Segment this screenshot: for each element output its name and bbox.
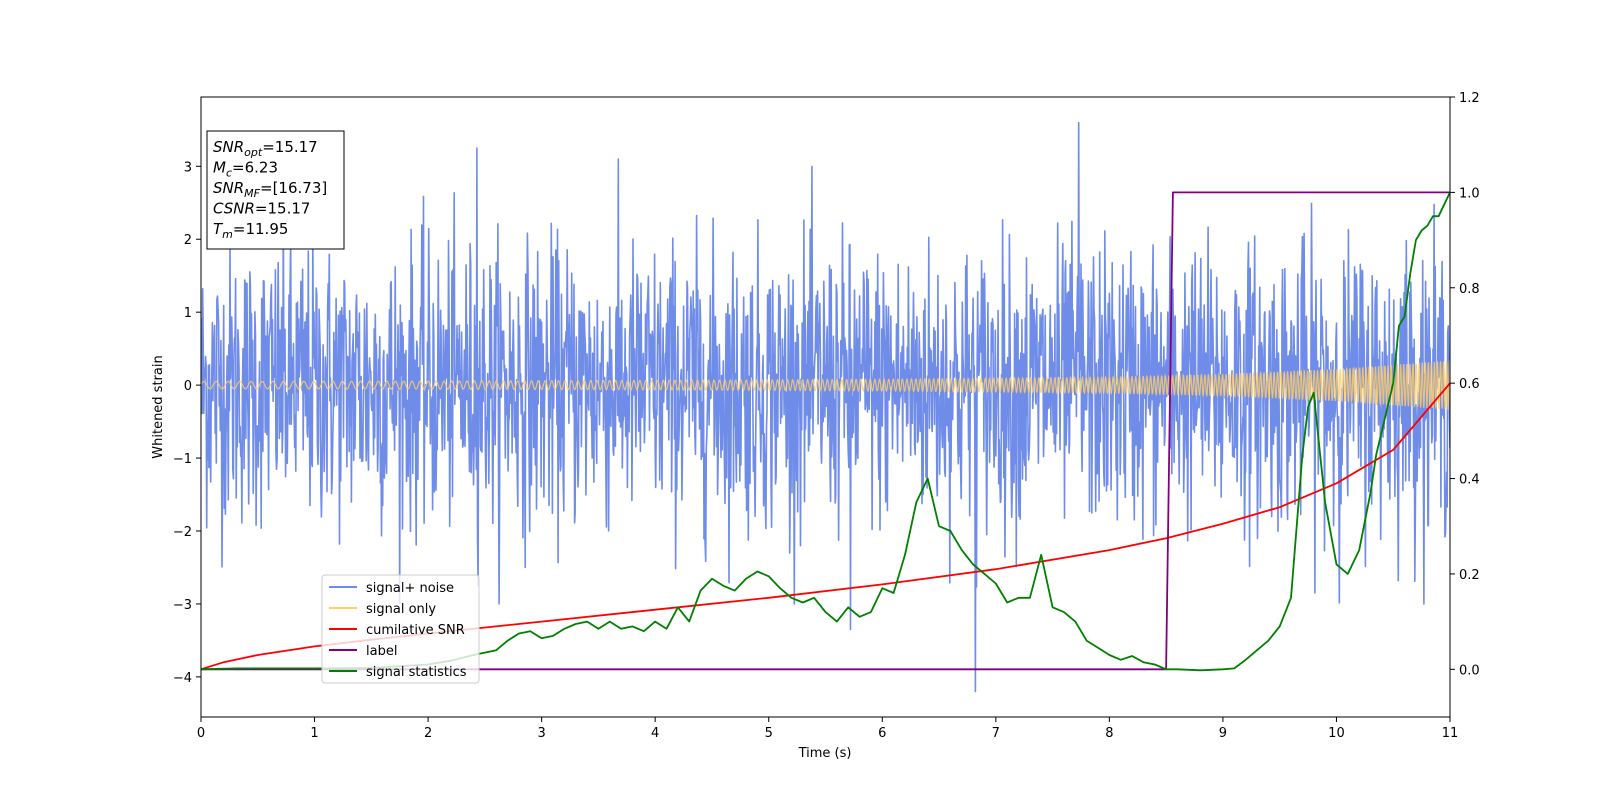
y-right-tick-label: 1.2 <box>1459 91 1480 106</box>
y-right-tick-label: 0.0 <box>1459 663 1480 678</box>
x-tick-label: 2 <box>424 726 432 741</box>
y-right-tick-label: 0.8 <box>1459 282 1480 297</box>
info-box-frame <box>206 130 345 250</box>
x-tick-label: 10 <box>1328 726 1345 741</box>
y-left-tick-label: −3 <box>173 598 192 613</box>
x-tick-label: 5 <box>765 726 773 741</box>
x-axis-label: Time (s) <box>798 746 852 761</box>
series-signal-noise-line <box>201 121 1450 693</box>
legend-label: signal only <box>366 602 436 617</box>
info-box: SNRopt=15.17Mc=6.23SNRMF=[16.73]CSNR=15.… <box>206 130 345 250</box>
x-tick-label: 4 <box>651 726 659 741</box>
series-signal-only-line <box>201 360 1450 410</box>
y-axis-label: Whitened strain <box>151 355 166 458</box>
y-left-tick-label: 1 <box>184 306 192 321</box>
series-label-line <box>201 191 1450 671</box>
x-tick-label: 9 <box>1219 726 1227 741</box>
info-line: SNRopt=15.17 <box>213 138 318 159</box>
y-right-tick-label: 0.2 <box>1459 568 1480 583</box>
legend-label: cumilative SNR <box>366 623 465 638</box>
legend-label: label <box>366 644 397 659</box>
info-line: SNRMF=[16.73] <box>213 179 327 200</box>
ticks-layer: 0 1 2 3 4 5 6 7 8 9 10 11 −4 −3 −2 −1 0 1 2 3 0.0 0.2 0.4 0.6 0.… <box>173 91 1480 741</box>
x-tick-label: 7 <box>992 726 1000 741</box>
x-tick-label: 0 <box>197 726 205 741</box>
legend-label: signal statistics <box>366 665 467 680</box>
x-tick-label: 3 <box>537 726 545 741</box>
x-tick-label: 1 <box>310 726 318 741</box>
y-left-tick-label: −2 <box>173 525 192 540</box>
y-right-tick-label: 0.6 <box>1459 377 1480 392</box>
info-line: Mc=6.23 <box>213 159 278 180</box>
y-left-tick-label: −4 <box>173 671 192 686</box>
y-left-tick-label: 2 <box>184 233 192 248</box>
series-cumulative-snr-line <box>201 382 1450 671</box>
x-tick-label: 11 <box>1442 726 1459 741</box>
series-signal-statistics-line <box>201 192 1450 672</box>
x-tick-label: 8 <box>1105 726 1113 741</box>
info-line: Tm=11.95 <box>213 220 288 241</box>
y-left-tick-label: 0 <box>184 379 192 394</box>
y-right-tick-label: 1.0 <box>1459 186 1480 201</box>
legend-frame <box>321 574 480 684</box>
y-left-tick-label: 3 <box>184 160 192 175</box>
legend: signal+ noise signal only cumilative SNR la… <box>321 574 480 684</box>
y-right-tick-label: 0.4 <box>1459 473 1480 488</box>
plot-frame <box>200 96 1451 718</box>
legend-label: signal+ noise <box>366 581 454 596</box>
y-left-tick-label: −1 <box>173 452 192 467</box>
info-line: CSNR=15.17 <box>213 200 310 218</box>
x-tick-label: 6 <box>878 726 886 741</box>
series-layer <box>201 121 1450 693</box>
